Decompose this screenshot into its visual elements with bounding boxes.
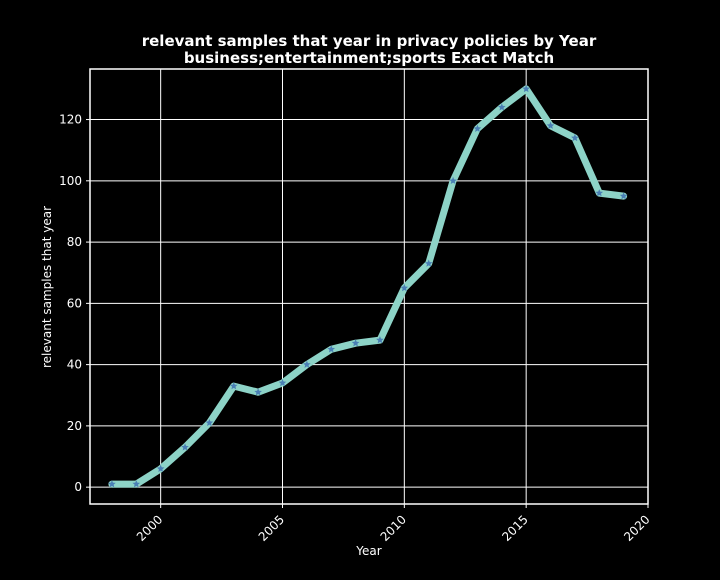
data-point-marker bbox=[400, 284, 409, 292]
y-tick-label: 100 bbox=[59, 174, 82, 188]
data-point-marker bbox=[546, 121, 555, 129]
y-tick-label: 60 bbox=[67, 296, 82, 310]
data-point-marker bbox=[571, 133, 579, 142]
y-tick-label: 20 bbox=[67, 419, 82, 433]
data-point-marker bbox=[327, 345, 336, 353]
data-point-marker bbox=[376, 336, 384, 344]
y-tick-label: 80 bbox=[67, 235, 82, 249]
data-point-marker bbox=[303, 360, 311, 368]
chart-subtitle: business;entertainment;sports Exact Matc… bbox=[184, 49, 554, 67]
data-point-marker bbox=[205, 418, 214, 427]
series-layer bbox=[108, 84, 628, 488]
data-point-marker bbox=[229, 382, 238, 390]
y-tick-label: 0 bbox=[74, 480, 82, 494]
data-point-marker bbox=[497, 103, 506, 111]
x-tick-label: 2020 bbox=[621, 512, 652, 543]
data-point-marker bbox=[254, 388, 262, 396]
chart-title: relevant samples that year in privacy po… bbox=[142, 32, 597, 50]
data-point-marker bbox=[595, 189, 604, 197]
data-point-marker bbox=[619, 192, 628, 200]
series-line bbox=[108, 85, 628, 488]
x-tick-label: 2010 bbox=[378, 512, 409, 543]
x-tick-label: 2005 bbox=[256, 512, 287, 543]
x-tick-label: 2000 bbox=[134, 512, 165, 543]
y-axis-label: relevant samples that year bbox=[40, 206, 54, 368]
y-tick-label: 120 bbox=[59, 113, 82, 127]
axes bbox=[86, 68, 649, 508]
data-point-marker bbox=[108, 480, 116, 488]
data-point-marker bbox=[181, 443, 189, 451]
x-axis-label: Year bbox=[355, 544, 381, 558]
data-point-marker bbox=[132, 480, 141, 488]
data-point-marker bbox=[424, 259, 433, 267]
data-point-marker bbox=[522, 84, 530, 93]
data-point-marker bbox=[473, 124, 482, 132]
data-point-marker bbox=[156, 464, 165, 473]
data-point-marker bbox=[449, 176, 457, 185]
plot-frame bbox=[89, 68, 649, 505]
data-point-marker bbox=[278, 379, 287, 387]
y-tick-label: 40 bbox=[67, 358, 82, 372]
x-tick-label: 2015 bbox=[499, 512, 530, 543]
data-point-marker bbox=[351, 339, 360, 347]
